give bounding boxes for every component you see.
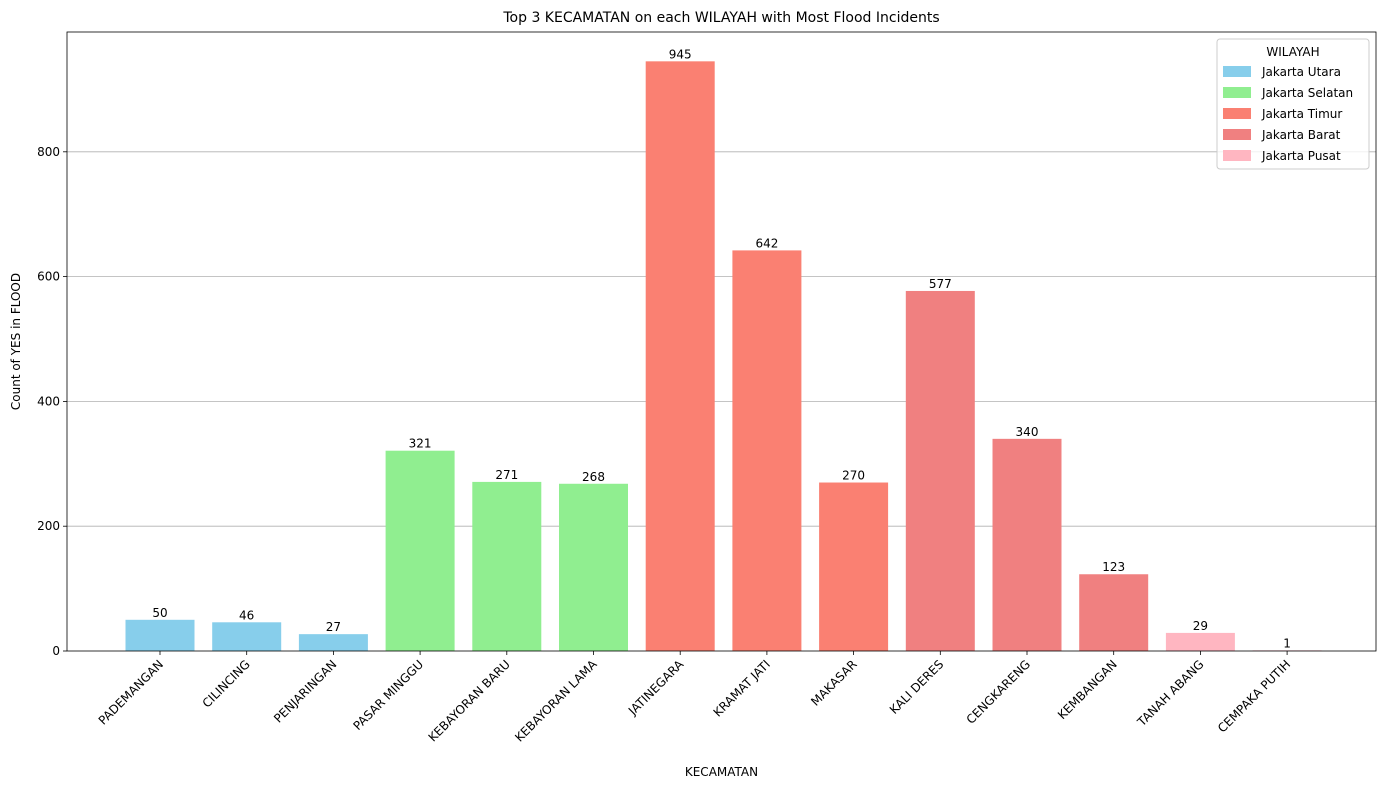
legend-label: Jakarta Selatan	[1261, 86, 1353, 100]
bar-value-label: 270	[842, 469, 865, 483]
bar	[992, 438, 1062, 651]
y-axis: 0 200 400 600 800	[37, 145, 67, 658]
legend-frame	[1216, 38, 1370, 170]
x-tick-label: MAKASAR	[808, 657, 859, 708]
bar-value-label: 46	[239, 608, 254, 622]
legend-swatch	[1223, 87, 1251, 98]
bar-value-label: 321	[409, 437, 432, 451]
y-tick-label: 200	[37, 519, 60, 533]
legend-items: Jakarta Utara Jakarta Selatan Jakarta Timu…	[1223, 65, 1353, 163]
bar-value-label: 50	[152, 606, 167, 620]
legend-label: Jakarta Timur	[1261, 107, 1342, 121]
bars	[125, 61, 1322, 652]
y-tick-label: 400	[37, 394, 60, 408]
legend-swatch	[1223, 150, 1251, 161]
legend-label: Jakarta Pusat	[1261, 149, 1341, 163]
x-tick-label: CENGKARENG	[964, 657, 1034, 727]
legend-swatch	[1223, 108, 1251, 119]
y-tick-label: 800	[37, 145, 60, 159]
x-tick-label: KEBAYORAN BARU	[426, 657, 513, 744]
bar	[125, 619, 195, 651]
bar-value-label: 642	[755, 236, 778, 250]
bar-value-label: 123	[1102, 560, 1125, 574]
y-tick-label: 0	[52, 644, 60, 658]
bar	[212, 622, 282, 651]
x-tick-label: TANAH ABANG	[1134, 657, 1207, 730]
bar	[905, 290, 975, 651]
bar	[298, 634, 368, 651]
y-tick-label: 600	[37, 270, 60, 284]
y-axis-label: Count of YES in FLOOD	[9, 273, 23, 410]
bar	[645, 61, 715, 651]
x-tick-label: CEMPAKA PUTIH	[1215, 657, 1293, 735]
legend-swatch	[1223, 129, 1251, 140]
x-tick-label: PASAR MINGGU	[350, 657, 426, 733]
bar-value-label: 577	[929, 277, 952, 291]
bar	[559, 483, 628, 651]
bar-value-label: 271	[495, 468, 518, 482]
x-tick-label: KRAMAT JATI	[711, 657, 773, 719]
plot-frame	[66, 31, 1377, 652]
data-labels: 50 46 27 321 271 268 945 642 270 577 340 123 29 1	[152, 47, 1291, 650]
x-tick-label: KALI DERES	[887, 657, 947, 717]
legend-label: Jakarta Barat	[1261, 128, 1341, 142]
bar	[1079, 574, 1149, 651]
x-axis-label: KECAMATAN	[685, 765, 758, 779]
bar	[472, 481, 542, 651]
bar-value-label: 29	[1193, 619, 1208, 633]
bar	[385, 450, 455, 651]
bar	[1165, 632, 1235, 651]
bar	[819, 482, 889, 651]
x-tick-label: PADEMANGAN	[96, 657, 166, 727]
x-tick-label: CILINCING	[200, 657, 253, 710]
chart-title: Top 3 KECAMATAN on each WILAYAH with Mos…	[502, 10, 939, 26]
bar-value-label: 27	[326, 620, 341, 634]
x-tick-label: KEMBANGAN	[1055, 657, 1120, 722]
legend-label: Jakarta Utara	[1261, 65, 1341, 79]
legend-swatch	[1223, 66, 1251, 77]
bar-value-label: 268	[582, 470, 605, 484]
x-tick-label: KEBAYORAN LAMA	[512, 657, 600, 745]
bar-value-label: 945	[669, 47, 692, 61]
x-tick-label: PENJARINGAN	[271, 657, 339, 725]
x-tick-label: JATINEGARA	[625, 657, 687, 719]
bar	[732, 250, 802, 652]
gridlines	[67, 151, 1376, 527]
legend-title: WILAYAH	[1266, 45, 1319, 59]
bar-value-label: 1	[1283, 636, 1291, 650]
x-axis: PADEMANGAN CILINCING PENJARINGAN PASAR MING…	[96, 651, 1293, 745]
bar-value-label: 340	[1016, 425, 1039, 439]
